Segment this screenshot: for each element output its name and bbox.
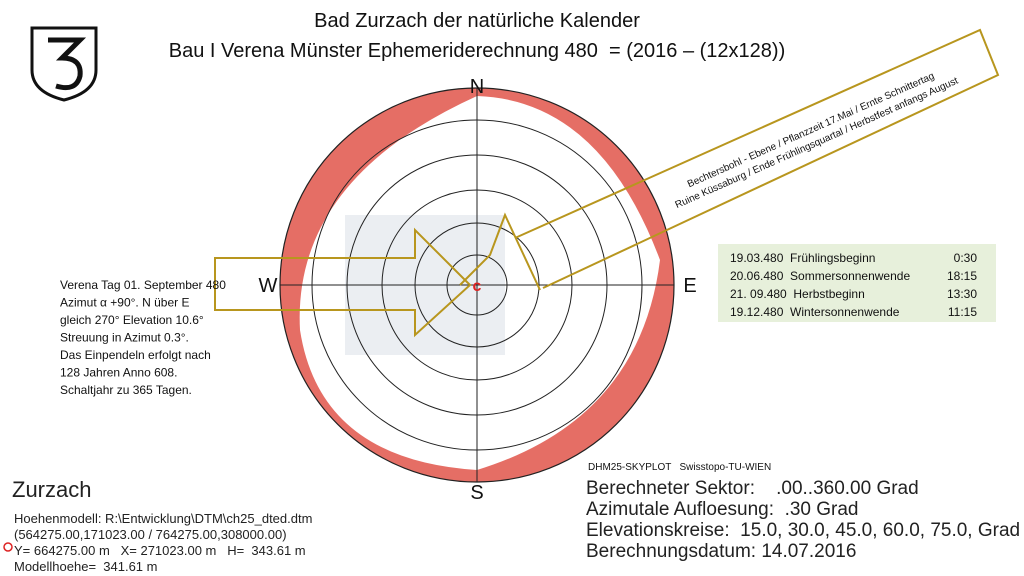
site-name: Zurzach (12, 477, 91, 502)
info-line: (564275.00,171023.00 / 764275.00,308000.… (14, 527, 287, 542)
subtitle: Bau I Verena Münster Ephemeriderechnung … (169, 40, 786, 62)
note-line: Das Einpendeln erfolgt nach (60, 348, 211, 362)
info-line: Modellhoehe= 341.61 m (14, 559, 157, 574)
bottom-left-info: Hoehenmodell: R:\Entwicklung\DTM\ch25_dt… (14, 511, 312, 574)
bottom-right-info: Berechneter Sektor: .00..360.00 GradAzim… (586, 478, 1020, 562)
table-cell: 20.06.480 Sommersonnenwende (730, 269, 910, 283)
info-line: Hoehenmodell: R:\Entwicklung\DTM\ch25_dt… (14, 511, 312, 526)
info-line: Y= 664275.00 m X= 271023.00 m H= 343.61 … (14, 543, 306, 558)
skyplot (214, 28, 1000, 483)
table-cell: 0:30 (954, 251, 978, 265)
note-line: gleich 270° Elevation 10.6° (60, 313, 204, 327)
west-label: W (259, 275, 278, 297)
banner: Bechtersbohl - Ebene / Pflanzzeit 17.Mai… (674, 71, 961, 211)
info-line: Azimutale Aufloesung: .30 Grad (586, 499, 859, 520)
south-label: S (470, 482, 483, 504)
table-box (718, 244, 996, 322)
note-line: Schaltjahr zu 365 Tagen. (60, 383, 192, 397)
table: 19.03.480 Frühlingsbeginn 0:30 20.06.480 S… (730, 251, 977, 319)
east-label: E (683, 275, 696, 297)
source: DHM25-SKYPLOT Swisstopo-TU-WIEN (588, 462, 771, 473)
table-cell: 19.12.480 Wintersonnenwende (730, 305, 900, 319)
note-line: 128 Jahren Anno 608. (60, 366, 177, 380)
info-line: Berechnungsdatum: 14.07.2016 (586, 541, 856, 562)
banner-line: Bechtersbohl - Ebene / Pflanzzeit 17.Mai… (686, 71, 936, 190)
note-line: Azimut α +90°. N über E (60, 296, 189, 310)
table-cell: 11:15 (948, 305, 977, 319)
note-line: Verena Tag 01. September 480 (60, 278, 226, 292)
info-line: Elevationskreise: 15.0, 30.0, 45.0, 60.0… (586, 520, 1020, 541)
banner-line: Ruine Küssaburg / Ende Frühlingsquartal … (674, 75, 961, 211)
table-cell: 21. 09.480 Herbstbeginn (730, 287, 865, 301)
title: Bad Zurzach der natürliche Kalender (314, 10, 640, 32)
table-cell: 19.03.480 Frühlingsbeginn (730, 251, 875, 265)
marker (3, 542, 13, 552)
info-line: Berechneter Sektor: .00..360.00 Grad (586, 478, 919, 499)
note-line: Streuung in Azimut 0.3°. (60, 331, 189, 345)
north-label: N (470, 76, 484, 98)
center-label: c (473, 278, 482, 295)
coat-of-arms (30, 26, 98, 102)
table-cell: 13:30 (947, 287, 977, 301)
table-cell: 18:15 (947, 269, 977, 283)
left-note: Verena Tag 01. September 480 Azimut α +90… (60, 278, 226, 397)
